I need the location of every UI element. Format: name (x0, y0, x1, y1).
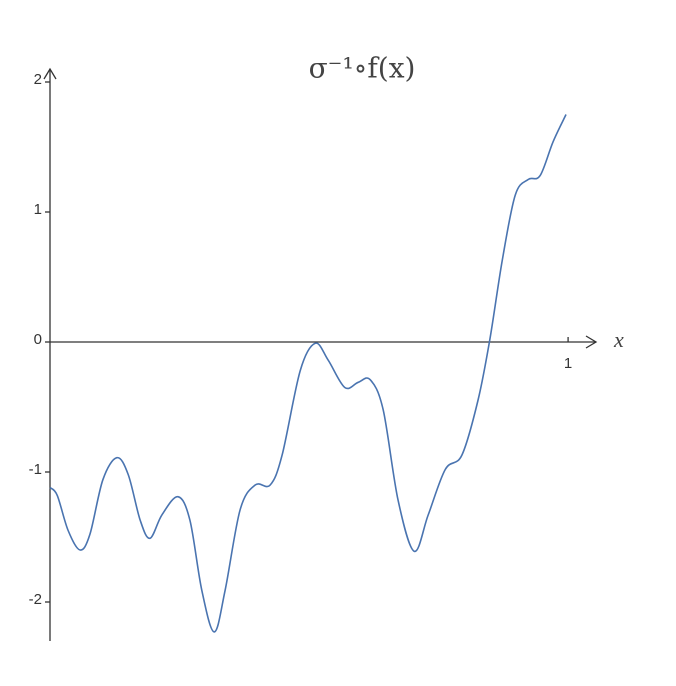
y-tick-label: 1 (34, 201, 42, 218)
y-tick-label: -1 (29, 461, 42, 478)
y-axis-arrow (43, 67, 57, 80)
chart-title: σ⁻¹∘f(x) (309, 52, 416, 85)
x-tick-label: 1 (564, 355, 572, 372)
y-tick-label: -2 (29, 591, 42, 608)
y-tick-label: 0 (34, 331, 42, 348)
x-axis-label: x (613, 327, 624, 352)
y-tick-label: 2 (34, 71, 42, 88)
line (49, 114, 567, 633)
x-axis-arrow (585, 335, 598, 349)
